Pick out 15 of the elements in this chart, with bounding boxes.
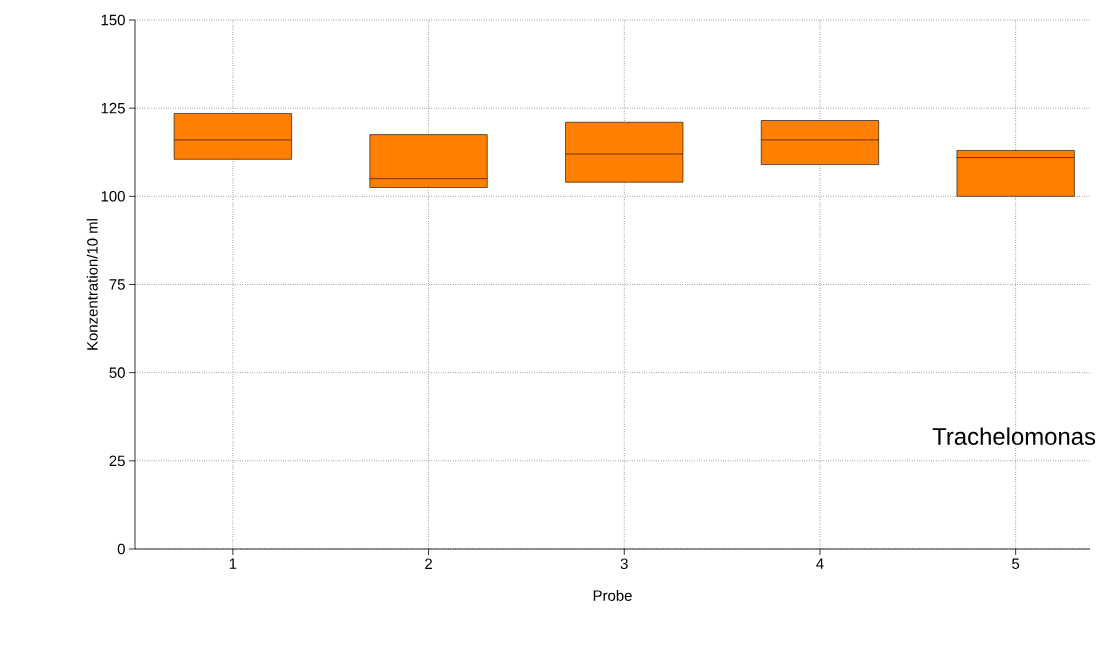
- y-tick-label: 50: [109, 367, 125, 378]
- x-tick-label: 5: [1012, 558, 1020, 569]
- y-tick-label: 125: [101, 102, 125, 114]
- x-axis-title: Probe: [593, 589, 632, 601]
- x-tick-label: 2: [425, 558, 432, 569]
- y-tick-label: 100: [101, 191, 125, 202]
- annotation: Trachelomonas: [932, 427, 1096, 445]
- x-tick-label: 3: [620, 558, 628, 570]
- x-tick-label: 1: [229, 558, 237, 569]
- x-tick-label: 4: [816, 558, 824, 569]
- y-tick-label: 25: [109, 455, 125, 467]
- y-axis-title: Konzentration/10 ml: [86, 219, 98, 350]
- y-tick-label: 150: [101, 14, 125, 26]
- y-tick-label: 75: [109, 279, 125, 290]
- y-tick-label: 0: [117, 543, 125, 555]
